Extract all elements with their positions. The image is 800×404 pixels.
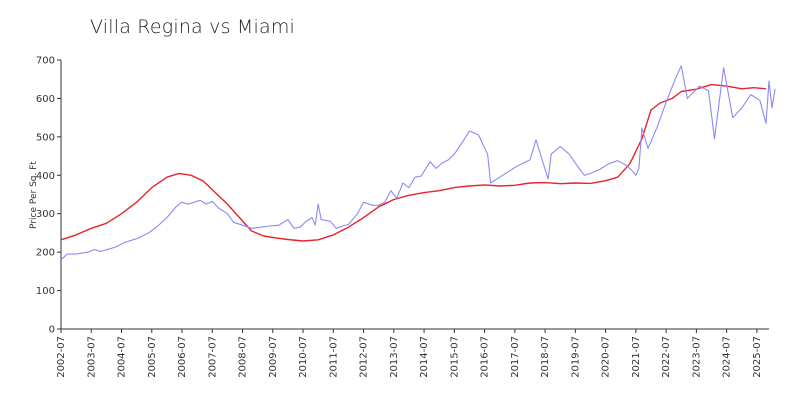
x-tick-label: 2005-07	[147, 336, 158, 378]
x-tick-label: 2016-07	[480, 336, 491, 378]
x-tick-label: 2003-07	[86, 336, 97, 378]
x-tick-label: 2007-07	[207, 336, 218, 378]
y-tick-label: 400	[36, 171, 55, 182]
y-axis-label: Price Per Sq. Ft	[29, 161, 39, 229]
x-tick-label: 2009-07	[268, 336, 279, 378]
series-layer	[60, 65, 776, 261]
y-tick-label: 100	[36, 286, 55, 297]
series-line-1	[60, 83, 767, 242]
x-tick-label: 2017-07	[510, 336, 521, 378]
x-tick-label: 2004-07	[117, 336, 128, 378]
y-tick-label: 0	[49, 325, 55, 336]
series-line-2	[60, 65, 776, 261]
x-tick-label: 2011-07	[328, 336, 339, 378]
x-tick-label: 2018-07	[540, 336, 551, 378]
y-tick-label: 600	[36, 94, 55, 105]
x-tick-label: 2012-07	[359, 336, 370, 378]
x-tick-label: 2019-07	[570, 336, 581, 378]
x-tick-label: 2002-07	[56, 336, 67, 378]
y-tick-label: 300	[36, 209, 55, 220]
x-tick-label: 2024-07	[722, 336, 733, 378]
chart-title: Villa Regina vs Miami	[90, 16, 296, 38]
y-tick-label: 700	[36, 56, 55, 67]
x-tick-label: 2015-07	[449, 336, 460, 378]
x-tick-label: 2025-07	[752, 336, 763, 378]
x-tick-label: 2014-07	[419, 336, 430, 378]
x-tick-label: 2010-07	[298, 336, 309, 378]
x-tick-label: 2023-07	[691, 336, 702, 378]
x-tick-label: 2006-07	[177, 336, 188, 378]
x-tick-label: 2013-07	[389, 336, 400, 378]
x-tick-label: 2022-07	[661, 336, 672, 378]
x-tick-label: 2021-07	[631, 336, 642, 378]
x-tick-label: 2020-07	[601, 336, 612, 378]
y-tick-label: 500	[36, 132, 55, 143]
x-tick-label: 2008-07	[238, 336, 249, 378]
y-tick-label: 200	[36, 248, 55, 259]
axes-layer: 0 100 200 300 400 500 600 700 2002-07 2003-07 2004…	[36, 56, 769, 378]
